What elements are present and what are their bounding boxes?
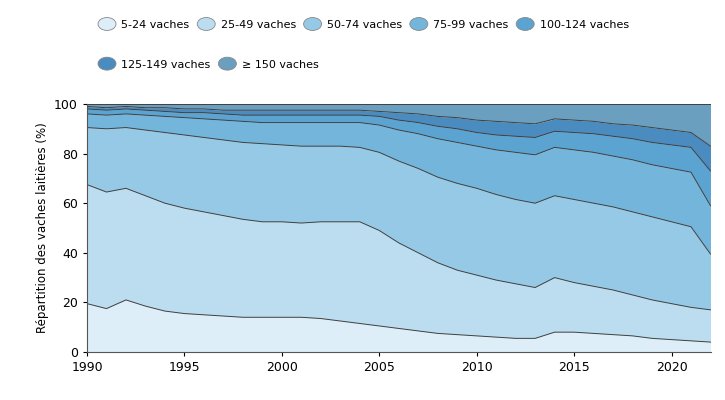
Legend: 125-149 vaches, ≥ 150 vaches: 125-149 vaches, ≥ 150 vaches (93, 55, 323, 74)
Y-axis label: Répartition des vaches laitières (%): Répartition des vaches laitières (%) (36, 123, 49, 333)
